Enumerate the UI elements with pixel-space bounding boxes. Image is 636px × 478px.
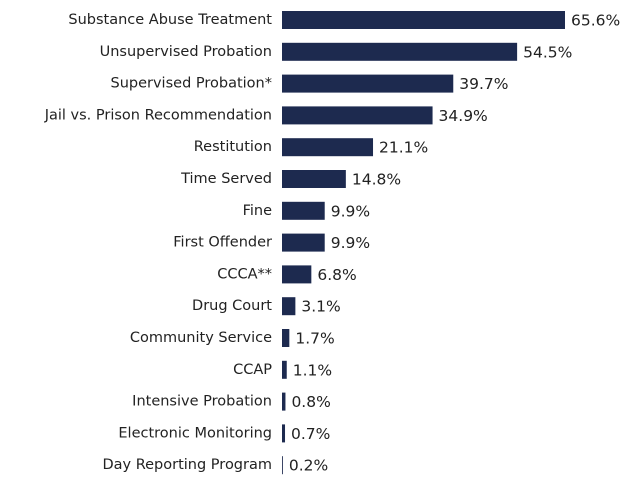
value-label: 3.1% xyxy=(301,298,340,316)
category-label: Jail vs. Prison Recommendation xyxy=(44,107,272,123)
value-label: 21.1% xyxy=(379,139,428,157)
bar xyxy=(282,74,454,93)
bar xyxy=(282,170,346,188)
category-label: CCAP xyxy=(233,362,272,378)
value-label: 0.7% xyxy=(291,425,330,443)
bar xyxy=(282,106,433,125)
category-label: First Offender xyxy=(173,235,272,251)
category-label: Unsupervised Probation xyxy=(100,44,272,60)
category-label: Time Served xyxy=(180,171,272,187)
category-label: Electronic Monitoring xyxy=(118,425,272,441)
value-label: 1.7% xyxy=(295,330,334,348)
category-label: Fine xyxy=(243,203,273,219)
bar xyxy=(282,233,325,252)
bar xyxy=(282,201,325,220)
value-label: 6.8% xyxy=(317,266,356,284)
category-label: Day Reporting Program xyxy=(102,457,272,473)
category-label: Restitution xyxy=(194,139,272,155)
bar xyxy=(282,297,296,316)
value-label: 9.9% xyxy=(331,202,370,220)
category-label: CCCA** xyxy=(217,266,272,282)
value-label: 1.1% xyxy=(293,361,332,379)
category-label: Supervised Probation* xyxy=(111,76,273,92)
value-label: 14.8% xyxy=(352,171,401,189)
bar xyxy=(282,138,374,157)
bar xyxy=(282,456,283,475)
category-label: Drug Court xyxy=(192,298,272,314)
bar xyxy=(282,424,286,443)
value-label: 0.2% xyxy=(289,457,328,475)
bar xyxy=(282,265,312,284)
bar xyxy=(282,329,290,347)
bar xyxy=(282,360,287,379)
bar xyxy=(282,11,565,29)
value-label: 39.7% xyxy=(459,75,508,93)
value-label: 54.5% xyxy=(523,43,572,61)
value-label: 9.9% xyxy=(331,234,370,252)
value-label: 0.8% xyxy=(291,393,330,411)
category-label: Community Service xyxy=(130,330,272,346)
category-label: Intensive Probation xyxy=(132,394,272,410)
bar xyxy=(282,42,518,61)
value-label: 65.6% xyxy=(571,12,620,30)
category-label: Substance Abuse Treatment xyxy=(68,12,272,28)
value-label: 34.9% xyxy=(439,107,488,125)
bar xyxy=(282,392,286,411)
